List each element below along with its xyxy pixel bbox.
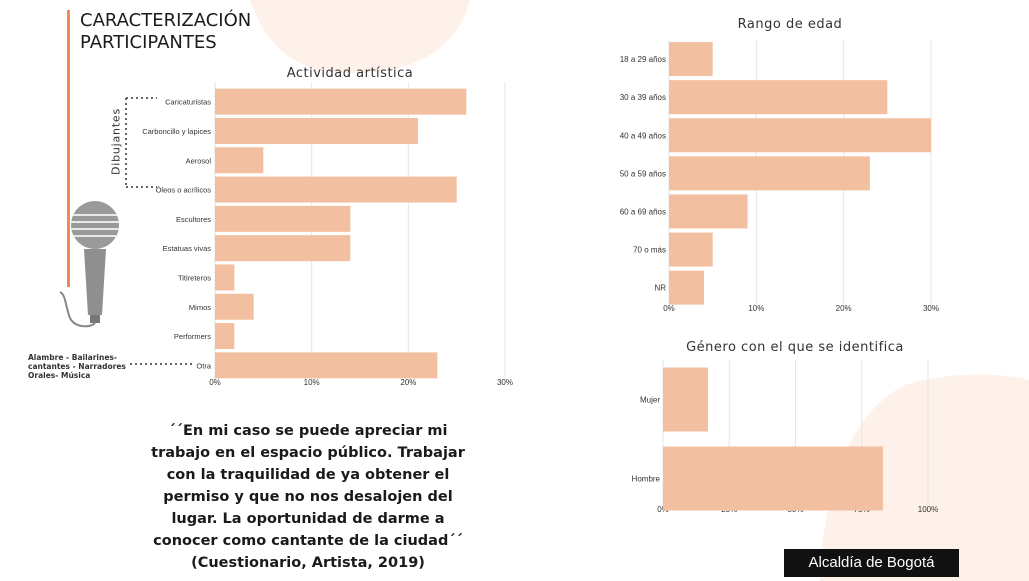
category-label: Carboncillo y lapices: [142, 127, 211, 136]
bar: [669, 194, 748, 229]
bar: [669, 118, 931, 153]
bar: [669, 42, 713, 77]
bar: [215, 117, 418, 144]
category-label: 40 a 49 años: [620, 131, 666, 140]
quote-text: ´´En mi caso se puede apreciar mi trabaj…: [151, 423, 465, 549]
chart-title-actividad: Actividad artística: [286, 66, 414, 81]
bar: [215, 147, 264, 174]
category-label: Hombre: [632, 475, 661, 484]
bar: [215, 176, 457, 203]
tick-label: 20%: [836, 304, 852, 313]
tick-label: 0%: [663, 304, 675, 313]
category-label: 50 a 59 años: [620, 169, 666, 178]
bar: [215, 88, 467, 115]
other-note-connector: [130, 363, 194, 365]
bar: [669, 232, 713, 267]
bottom-right-blob: [820, 374, 1029, 581]
bar: [663, 446, 883, 511]
bar: [215, 205, 351, 232]
bar: [669, 270, 704, 305]
bar: [215, 352, 438, 379]
bar: [215, 235, 351, 262]
category-label: Performers: [174, 332, 211, 341]
tick-label: 10%: [304, 378, 320, 387]
tick-label: 30%: [923, 304, 939, 313]
category-label: 18 a 29 años: [620, 55, 666, 64]
tick-label: 100%: [918, 505, 938, 514]
alcaldia-logo: Alcaldía de Bogotá: [784, 549, 959, 577]
chart-title-genero: Género con el que se identifica: [686, 340, 904, 355]
tick-label: 0%: [209, 378, 221, 387]
category-label: 60 a 69 años: [620, 207, 666, 216]
dibujantes-bracket: [125, 97, 157, 188]
category-label: Otra: [196, 361, 211, 370]
category-label: Titireteros: [178, 273, 211, 282]
category-label: Aerosol: [186, 156, 212, 165]
page-title: CARACTERIZACIÓN PARTICIPANTES: [80, 10, 252, 53]
category-label: Escultores: [176, 215, 211, 224]
bar: [669, 80, 888, 115]
tick-label: 20%: [400, 378, 416, 387]
bar: [215, 323, 235, 350]
category-label: NR: [654, 284, 666, 293]
category-label: 70 o más: [633, 246, 666, 255]
tick-label: 30%: [497, 378, 513, 387]
bar: [215, 293, 254, 320]
tick-label: 10%: [748, 304, 764, 313]
category-label: 30 a 39 años: [620, 93, 666, 102]
bar: [669, 156, 870, 191]
microphone-icon: [59, 201, 119, 328]
category-label: Mimos: [189, 303, 211, 312]
quote-block: ´´En mi caso se puede apreciar mi trabaj…: [138, 420, 478, 574]
category-label: Mujer: [640, 396, 660, 405]
other-note: Alambre - Bailarines-cantantes - Narrado…: [28, 353, 126, 380]
bar: [215, 264, 235, 291]
top-blob: [250, 0, 470, 74]
category-label: Estatuas vivas: [163, 244, 212, 253]
category-label: Óleos o acrílicos: [156, 186, 212, 195]
category-label: Caricaturistas: [165, 98, 211, 107]
quote-citation: (Cuestionario, Artista, 2019): [191, 555, 425, 571]
bar: [663, 367, 709, 432]
accent-line: [67, 10, 70, 287]
chart-title-edad: Rango de edad: [737, 17, 843, 32]
